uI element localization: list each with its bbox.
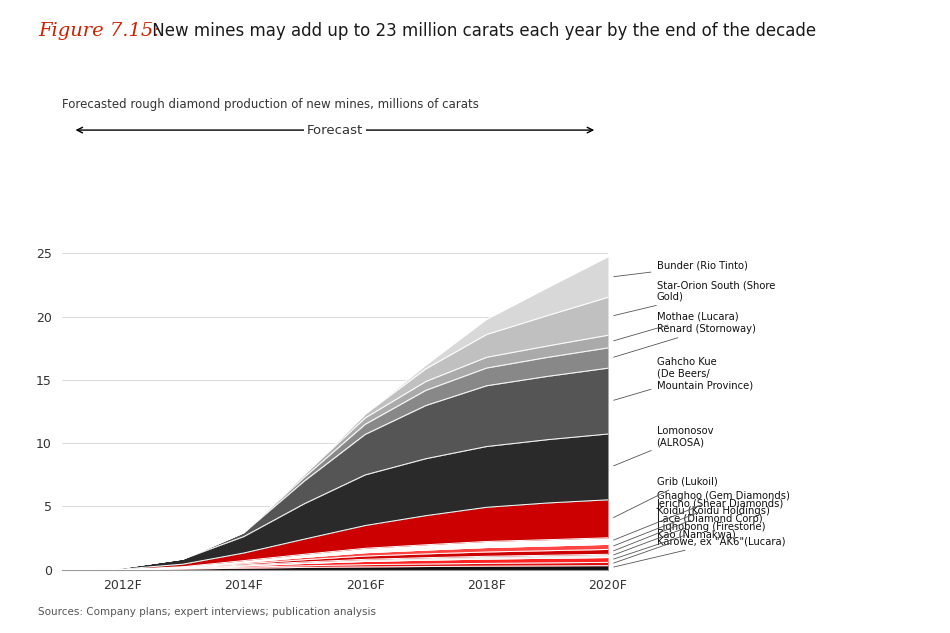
Text: Star-Orion South (Shore
Gold): Star-Orion South (Shore Gold) [614, 280, 775, 316]
Text: Koidu (Koidu Holdings): Koidu (Koidu Holdings) [614, 506, 770, 551]
Text: Lace (Diamond Corp): Lace (Diamond Corp) [614, 514, 762, 555]
Text: New mines may add up to 23 million carats each year by the end of the decade: New mines may add up to 23 million carat… [147, 22, 816, 40]
Text: Gahcho Kue
(De Beers/
Mountain Province): Gahcho Kue (De Beers/ Mountain Province) [614, 357, 752, 400]
Text: Liqhobong (Firestone): Liqhobong (Firestone) [614, 522, 765, 559]
Text: Lomonosov
(ALROSA): Lomonosov (ALROSA) [614, 426, 713, 466]
Text: Karowe, ex "AK6"(Lucara): Karowe, ex "AK6"(Lucara) [614, 537, 785, 567]
Text: Renard (Stornoway): Renard (Stornoway) [614, 324, 755, 357]
Text: Sources: Company plans; expert interviews; publication analysis: Sources: Company plans; expert interview… [38, 607, 376, 617]
Text: Grib (Lukoil): Grib (Lukoil) [614, 476, 717, 518]
Text: Ghaghoo (Gem Diamonds): Ghaghoo (Gem Diamonds) [614, 491, 789, 540]
Text: Forecasted rough diamond production of new mines, millions of carats: Forecasted rough diamond production of n… [62, 98, 479, 111]
Text: Mothae (Lucara): Mothae (Lucara) [614, 311, 738, 341]
Text: Forecast: Forecast [307, 123, 363, 137]
Text: Jericho (Shear Diamonds): Jericho (Shear Diamonds) [614, 499, 784, 546]
Text: Kao (Namakwa): Kao (Namakwa) [614, 529, 735, 563]
Text: Bunder (Rio Tinto): Bunder (Rio Tinto) [614, 261, 748, 277]
Text: Figure 7.15:: Figure 7.15: [38, 22, 160, 40]
